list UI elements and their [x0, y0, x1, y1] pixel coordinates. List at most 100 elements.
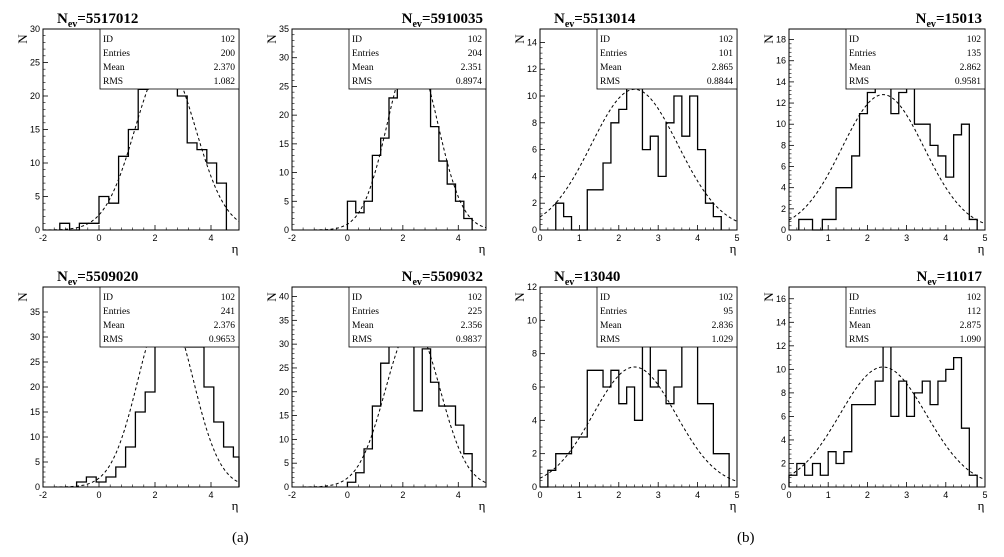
stat-label: ID	[849, 293, 859, 303]
histogram-bin	[690, 96, 698, 230]
stat-label: ID	[600, 293, 610, 303]
stat-label: RMS	[600, 335, 620, 345]
y-tick-label: 6	[781, 411, 786, 421]
histogram-bin	[106, 477, 116, 487]
x-tick-label: -2	[288, 490, 296, 500]
stat-label: Mean	[103, 321, 125, 331]
y-tick-label: 4	[781, 435, 786, 445]
title-sub: ev	[565, 277, 574, 288]
gaussian-fit-curve	[788, 366, 986, 481]
y-tick-label: 20	[30, 91, 40, 101]
x-tick-label: 4	[456, 490, 461, 500]
histogram-bin	[674, 96, 682, 230]
histogram-bin	[860, 405, 868, 487]
y-tick-label: 10	[30, 432, 40, 442]
histogram-bin	[899, 381, 907, 487]
x-axis-label: η	[479, 498, 486, 513]
stat-label: Mean	[352, 321, 374, 331]
y-tick-label: 5	[35, 192, 40, 202]
histogram-bin	[119, 156, 129, 230]
title-main: N	[554, 269, 565, 285]
histogram-bin	[564, 217, 572, 230]
gaussian-fit-curve	[788, 94, 986, 225]
histogram-bin	[214, 422, 224, 487]
stats-box-frame	[596, 286, 738, 348]
histogram-bin	[347, 482, 355, 487]
x-axis-label: η	[978, 498, 985, 513]
histogram-bin	[89, 223, 99, 230]
histogram-bin	[946, 177, 954, 230]
stats-box-frame	[348, 286, 487, 348]
histogram-bin	[799, 219, 813, 230]
gaussian-fit-curve	[43, 306, 240, 488]
histogram-bin	[938, 381, 946, 487]
histogram-bin	[627, 83, 635, 230]
histogram-bin	[619, 404, 627, 487]
histogram-bin	[389, 98, 397, 230]
x-tick-label: 1	[826, 490, 831, 500]
stat-label: Entries	[600, 307, 627, 317]
y-tick-label: 12	[527, 282, 537, 292]
stat-value: 102	[468, 293, 483, 303]
y-tick-label: 30	[30, 332, 40, 342]
y-tick-label: 5	[284, 458, 289, 468]
stat-label: Mean	[600, 321, 622, 331]
y-tick-label: 0	[532, 225, 537, 235]
histogram-bin	[891, 416, 899, 487]
stat-value: 2.356	[461, 321, 483, 331]
y-tick-label: 8	[781, 140, 786, 150]
title-value: =5517012	[77, 11, 138, 27]
histogram-bin	[177, 96, 187, 230]
stat-value: 1.029	[712, 335, 734, 345]
stat-label: RMS	[849, 77, 869, 87]
histogram-bin	[548, 470, 556, 487]
histogram-bin	[828, 452, 836, 487]
stat-label: Entries	[103, 307, 130, 317]
x-tick-label: 4	[208, 490, 213, 500]
histogram-bin	[844, 452, 852, 487]
stat-label: Entries	[103, 49, 130, 59]
x-axis-label: η	[730, 241, 737, 256]
title-main: N	[57, 269, 68, 285]
histogram-bin	[705, 203, 713, 230]
histogram-bin	[128, 130, 138, 231]
histogram-bin	[635, 420, 643, 487]
stat-value: 225	[468, 307, 483, 317]
stats-box-frame	[845, 28, 986, 90]
stats-box-frame	[845, 286, 986, 348]
histogram-bin	[658, 370, 666, 487]
x-axis-label: η	[479, 241, 486, 256]
stat-value: 2.370	[214, 63, 236, 73]
x-tick-label: -2	[39, 233, 47, 243]
stat-value: 102	[719, 35, 734, 45]
x-tick-label: -2	[288, 233, 296, 243]
histogram-bin	[860, 114, 868, 230]
y-tick-label: 2	[781, 204, 786, 214]
y-tick-label: 0	[35, 225, 40, 235]
histogram-bin	[805, 475, 813, 487]
stat-value: 102	[221, 293, 236, 303]
histogram-bin	[381, 138, 389, 230]
stat-label: Mean	[352, 63, 374, 73]
y-tick-label: 25	[30, 58, 40, 68]
histogram-bin	[194, 347, 204, 487]
y-tick-label: 15	[30, 407, 40, 417]
panel-title: Nev=5910035	[402, 11, 483, 30]
y-tick-label: 35	[30, 307, 40, 317]
histogram-bin	[954, 135, 962, 230]
histogram-bin	[431, 382, 439, 487]
histogram-bin	[603, 387, 611, 487]
y-tick-label: 10	[279, 168, 289, 178]
histogram-bin	[138, 89, 148, 230]
histogram-bin	[126, 447, 136, 487]
histogram-bin	[789, 475, 797, 487]
x-tick-label: -2	[39, 490, 47, 500]
x-tick-label: 4	[695, 490, 700, 500]
histogram-bin	[698, 150, 706, 230]
x-tick-label: 2	[152, 233, 157, 243]
panel-title: Nev=5509020	[57, 269, 138, 288]
histogram-bin	[447, 406, 455, 487]
histogram-bin	[224, 447, 234, 487]
